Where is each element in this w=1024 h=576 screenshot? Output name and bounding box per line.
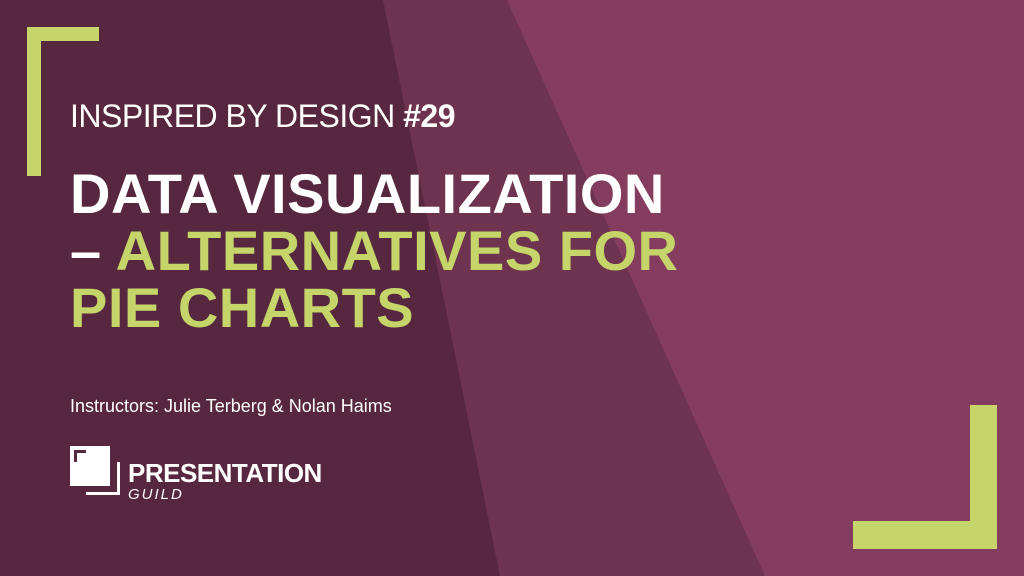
right-band bbox=[507, 0, 1024, 576]
title-dash: – bbox=[70, 219, 102, 282]
episode-number: #29 bbox=[403, 98, 455, 134]
corner-bracket-bottom-right-h bbox=[853, 521, 997, 549]
series-kicker: INSPIRED BY DESIGN #29 bbox=[70, 98, 455, 135]
presentation-guild-logo-icon bbox=[70, 446, 120, 495]
logo-sub: GUILD bbox=[128, 486, 184, 503]
corner-bracket-top-left-h bbox=[27, 27, 99, 41]
logo-name: PRESENTATION bbox=[128, 458, 322, 488]
title-line-2: – ALTERNATIVES FOR bbox=[70, 222, 678, 279]
kicker-text: INSPIRED BY DESIGN bbox=[70, 98, 395, 134]
title-line-2-text: ALTERNATIVES FOR bbox=[115, 219, 679, 282]
title-line-1: DATA VISUALIZATION bbox=[70, 162, 665, 225]
title-line-3: PIE CHARTS bbox=[70, 276, 415, 339]
corner-bracket-top-left-v bbox=[27, 27, 41, 176]
instructors: Instructors: Julie Terberg & Nolan Haims bbox=[70, 396, 392, 416]
